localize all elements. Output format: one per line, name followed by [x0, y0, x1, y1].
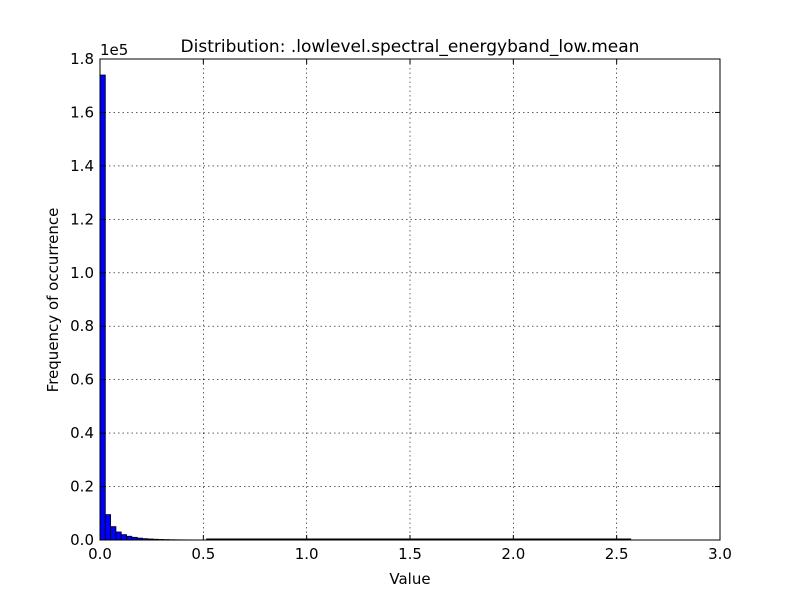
y-tick-label: 1.6	[70, 103, 94, 121]
y-tick-label: 1.2	[70, 210, 94, 228]
x-tick-label: 2.0	[501, 545, 525, 563]
y-tick-label: 0.2	[70, 478, 94, 496]
histogram-bar	[115, 531, 122, 541]
y-tick-label: 0.4	[70, 424, 94, 442]
x-tick-label: 1.0	[295, 545, 319, 563]
x-axis-label: Value	[389, 570, 430, 588]
grid-lines	[100, 59, 720, 540]
histogram-bar	[126, 535, 133, 541]
y-tick-label: 0.6	[70, 371, 94, 389]
y-tick-label: 1.8	[70, 50, 94, 68]
x-tick-label: 0.0	[88, 545, 112, 563]
x-tick-label: 3.0	[708, 545, 732, 563]
histogram-bar	[104, 514, 112, 541]
x-tick-label: 0.5	[191, 545, 215, 563]
axis-ticks: 0.0 0.5 1.0 1.5 2.0 2.5 3.0 0.0 0.2 0.4 0.6 0.8 1.0 1…	[70, 50, 732, 563]
x-tick-label: 2.5	[605, 545, 629, 563]
y-tick-label: 1.0	[70, 264, 94, 282]
histogram-bar	[120, 534, 127, 541]
x-tick-label: 1.5	[398, 545, 422, 563]
chart-title: Distribution: .lowlevel.spectral_energyb…	[181, 37, 640, 57]
y-axis-label: Frequency of occurrence	[44, 208, 62, 393]
y-tick-label: 1.4	[70, 157, 94, 175]
y-tick-label: 0.0	[70, 531, 94, 549]
y-tick-label: 0.8	[70, 317, 94, 335]
histogram-bar	[110, 526, 117, 541]
histogram-bar	[99, 74, 106, 541]
y-offset-label: 1e5	[100, 41, 128, 59]
